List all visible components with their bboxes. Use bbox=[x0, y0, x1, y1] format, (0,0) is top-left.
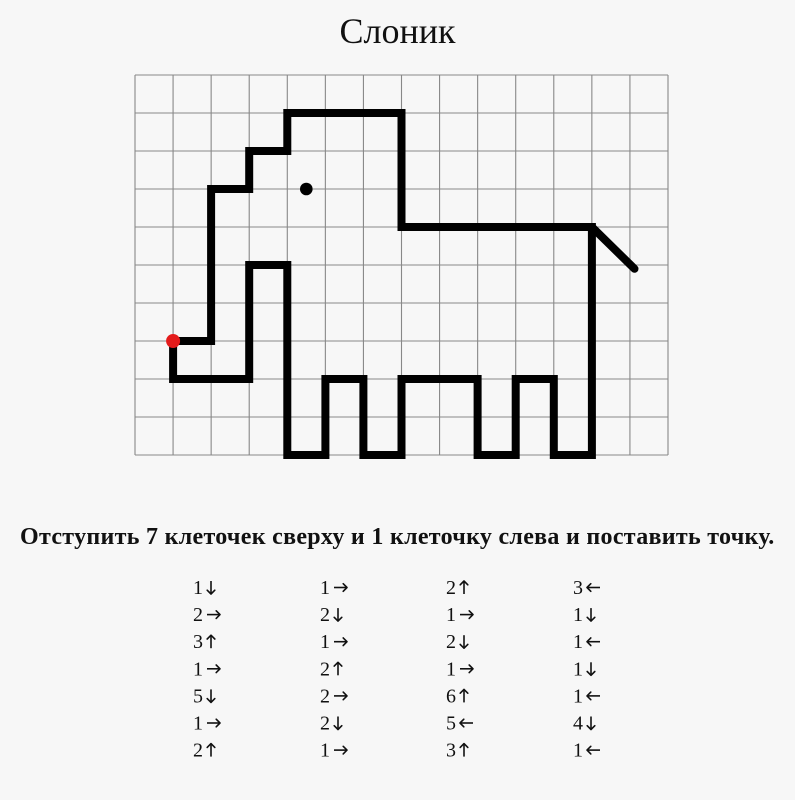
svg-text:1: 1 bbox=[446, 658, 456, 680]
svg-text:1: 1 bbox=[446, 604, 456, 626]
svg-text:1: 1 bbox=[573, 658, 583, 680]
svg-text:2: 2 bbox=[320, 604, 330, 626]
svg-text:3: 3 bbox=[573, 577, 583, 599]
svg-text:1: 1 bbox=[573, 604, 583, 626]
svg-text:1: 1 bbox=[193, 658, 203, 680]
svg-text:2: 2 bbox=[193, 604, 203, 626]
svg-text:1: 1 bbox=[320, 740, 330, 762]
svg-text:2: 2 bbox=[320, 658, 330, 680]
svg-text:1: 1 bbox=[573, 631, 583, 653]
svg-text:5: 5 bbox=[446, 713, 456, 735]
svg-text:2: 2 bbox=[446, 631, 456, 653]
svg-text:1: 1 bbox=[573, 685, 583, 707]
svg-text:5: 5 bbox=[193, 685, 203, 707]
svg-text:1: 1 bbox=[193, 713, 203, 735]
svg-text:1: 1 bbox=[320, 577, 330, 599]
svg-text:6: 6 bbox=[446, 685, 456, 707]
svg-text:2: 2 bbox=[320, 713, 330, 735]
svg-text:3: 3 bbox=[193, 631, 203, 653]
svg-text:2: 2 bbox=[193, 740, 203, 762]
svg-text:2: 2 bbox=[320, 685, 330, 707]
svg-text:1: 1 bbox=[193, 577, 203, 599]
svg-text:1: 1 bbox=[320, 631, 330, 653]
svg-text:4: 4 bbox=[573, 713, 583, 735]
svg-text:1: 1 bbox=[573, 740, 583, 762]
svg-text:2: 2 bbox=[446, 577, 456, 599]
svg-text:3: 3 bbox=[446, 740, 456, 762]
